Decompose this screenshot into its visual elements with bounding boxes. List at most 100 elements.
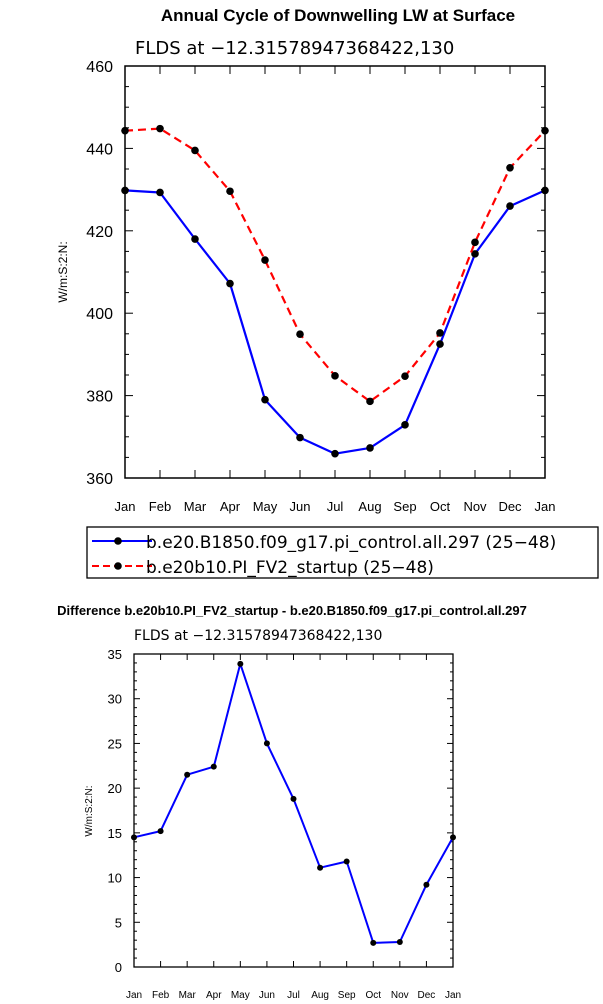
chart2-xtick-label: Nov xyxy=(391,990,409,1001)
chart2-xtick-label: Jul xyxy=(287,990,300,1001)
chart2-xtick-label: Dec xyxy=(418,990,436,1001)
chart1-point xyxy=(401,421,409,429)
chart2-point xyxy=(396,938,403,945)
chart2-point xyxy=(423,881,430,888)
chart2-point xyxy=(263,740,270,747)
chart2-point xyxy=(343,858,350,865)
chart1-point xyxy=(121,126,129,135)
chart1-xtick-label: Feb xyxy=(149,499,171,514)
chart2-frame xyxy=(133,653,454,968)
chart2-series xyxy=(131,660,456,946)
chart1-point xyxy=(331,372,339,380)
legend-label-startup: b.e20b10.PI_FV2_startup (25−48) xyxy=(146,558,434,578)
chart1-xtick-label: Dec xyxy=(498,499,522,514)
chart1-xtick-label: Apr xyxy=(220,499,241,514)
chart1-series xyxy=(121,124,549,458)
chart2-xtick-label: Jan xyxy=(445,990,461,1001)
chart1-xtick-label: Jul xyxy=(327,499,344,514)
chart1-ytick-label: 400 xyxy=(86,306,113,323)
chart1-point xyxy=(156,124,164,133)
chart1-xtick-label: May xyxy=(253,499,278,514)
chart2-ytick-label: 10 xyxy=(108,871,122,886)
chart1-point xyxy=(436,340,444,348)
chart2-point xyxy=(210,763,217,770)
chart1-point xyxy=(401,372,409,381)
chart1-xtick-label: Jun xyxy=(290,499,311,514)
chart1-x-tick-labels: Jan Feb Mar Apr May Jun Jul Aug Sep Oct … xyxy=(115,499,556,514)
chart2-ytick-label: 25 xyxy=(108,736,122,751)
chart2-point xyxy=(370,939,377,946)
chart1-ytick-label: 420 xyxy=(86,224,113,241)
chart2-ytick-label: 15 xyxy=(108,826,122,841)
chart2-point xyxy=(290,795,297,802)
chart1-xtick-label: Aug xyxy=(358,499,381,514)
chart2-title: Difference b.e20b10.PI_FV2_startup - b.e… xyxy=(57,603,527,618)
chart2-ylabel: W/m:S:2:N: xyxy=(84,785,95,836)
chart1-ytick-label: 380 xyxy=(86,389,113,406)
chart2-xtick-label: Sep xyxy=(338,990,356,1001)
chart1-xtick-label: Nov xyxy=(463,499,487,514)
chart2-ytick-label: 30 xyxy=(108,692,122,707)
chart1-xtick-label: Jan xyxy=(115,499,136,514)
chart1-point xyxy=(541,126,549,135)
chart1-point xyxy=(226,279,234,288)
legend-box xyxy=(86,526,599,579)
chart2-point xyxy=(184,771,191,778)
chart2-point xyxy=(317,864,324,871)
chart1-xtick-label: Jan xyxy=(535,499,556,514)
chart1-series-line-0 xyxy=(124,189,546,455)
chart1-ytick-label: 460 xyxy=(86,59,113,76)
chart1-point xyxy=(331,449,339,458)
chart1-point xyxy=(506,163,514,172)
chart1-point xyxy=(156,188,164,197)
chart2-xtick-label: Jun xyxy=(259,990,275,1001)
chart1-point xyxy=(191,146,199,155)
chart1-point xyxy=(261,256,269,264)
chart1-ticks xyxy=(124,65,546,479)
chart2-xtick-label: Oct xyxy=(366,990,382,1001)
chart2-point xyxy=(237,660,244,667)
chart1-legend: b.e20.B1850.f09_g17.pi_control.all.297 (… xyxy=(86,526,599,579)
chart2-xtick-label: Mar xyxy=(179,990,197,1001)
chart1-frame xyxy=(124,65,546,479)
chart1-xtick-label: Oct xyxy=(430,499,451,514)
chart1-subtitle: FLDS at −12.31578947368422,130 xyxy=(135,38,454,59)
chart1-point xyxy=(541,186,549,195)
chart2-ytick-label: 0 xyxy=(115,960,122,975)
chart1-point xyxy=(366,397,374,406)
chart1: Annual Cycle of Downwelling LW at Surfac… xyxy=(56,6,599,579)
chart1-xtick-label: Mar xyxy=(184,499,207,514)
chart1-point xyxy=(296,330,304,339)
chart1-point xyxy=(471,250,479,258)
legend-label-control: b.e20.B1850.f09_g17.pi_control.all.297 (… xyxy=(146,533,556,553)
chart2-x-tick-labels: Jan Feb Mar Apr May Jun Jul Aug Sep Oct … xyxy=(126,990,461,1001)
chart1-series-line-1 xyxy=(124,127,546,403)
chart1-point xyxy=(471,238,479,247)
chart2-y-tick-labels: 0 5 10 15 20 25 30 35 xyxy=(108,647,122,975)
chart1-point xyxy=(436,329,444,337)
chart2-series-line-0 xyxy=(133,662,454,944)
chart2-point xyxy=(131,834,137,841)
chart2-point xyxy=(157,828,164,835)
chart1-ytick-label: 440 xyxy=(86,141,113,158)
chart2-xtick-label: Apr xyxy=(206,990,222,1001)
chart1-title: Annual Cycle of Downwelling LW at Surfac… xyxy=(161,6,515,25)
chart1-ylabel: W/m:S:2:N: xyxy=(56,241,70,302)
legend-marker-control xyxy=(114,537,122,545)
chart1-y-tick-labels: 360 380 400 420 440 460 xyxy=(86,59,113,488)
chart2-subtitle: FLDS at −12.31578947368422,130 xyxy=(134,628,382,644)
chart2-ytick-label: 5 xyxy=(115,915,122,930)
chart2-ticks xyxy=(133,653,454,968)
chart2-xtick-label: May xyxy=(231,990,250,1001)
chart1-ytick-label: 360 xyxy=(86,471,113,488)
chart1-xtick-label: Sep xyxy=(393,499,416,514)
chart1-point xyxy=(226,187,234,196)
chart2-xtick-label: Aug xyxy=(311,990,329,1001)
chart1-point xyxy=(506,202,514,210)
chart1-point xyxy=(366,444,374,452)
chart1-point xyxy=(296,433,304,442)
chart2: Difference b.e20b10.PI_FV2_startup - b.e… xyxy=(57,603,527,1001)
chart1-point xyxy=(261,395,269,404)
chart2-xtick-label: Feb xyxy=(152,990,170,1001)
